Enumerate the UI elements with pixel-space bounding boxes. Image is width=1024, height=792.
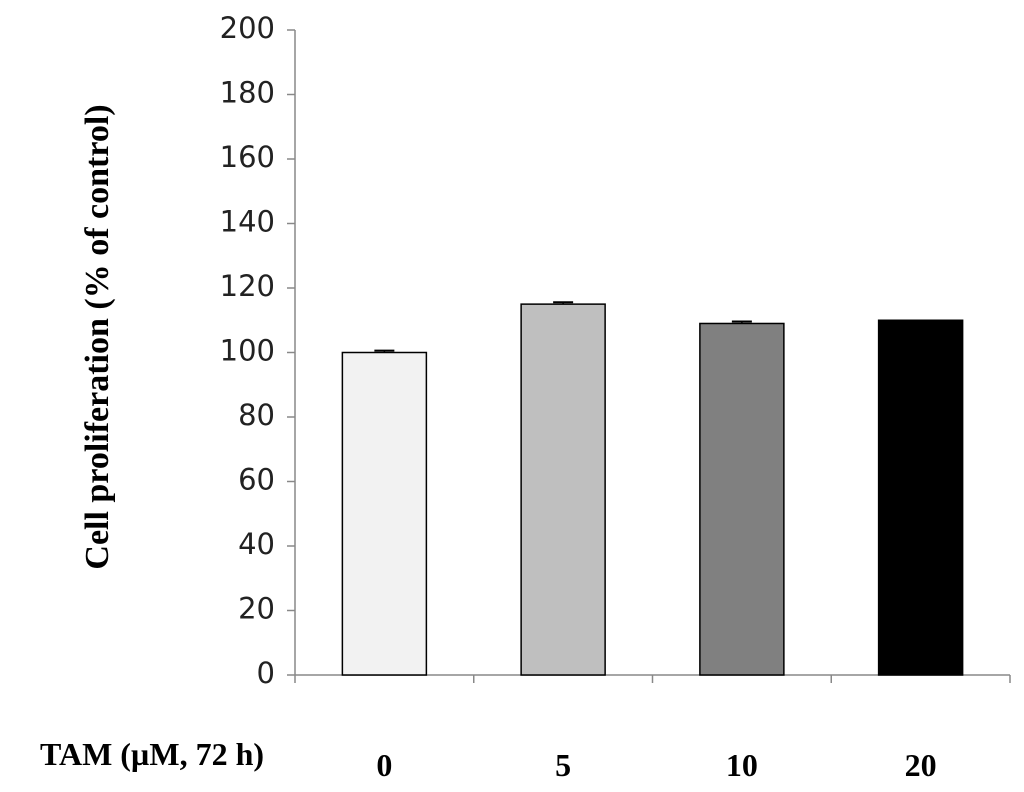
y-axis: 0 20 40 60 80 100 120 140 160 180 200 bbox=[220, 11, 296, 690]
y-tick-label: 60 bbox=[238, 463, 275, 497]
y-tick-label: 20 bbox=[238, 592, 275, 626]
x-category-label: 20 bbox=[905, 747, 937, 783]
y-tick-label: 180 bbox=[220, 76, 275, 110]
y-tick-label: 0 bbox=[257, 656, 275, 690]
y-axis-label: Cell proliferation (% of control) bbox=[79, 104, 116, 569]
x-axis-label: TAM (µM, 72 h) bbox=[40, 736, 264, 772]
y-tick-label: 80 bbox=[238, 398, 275, 432]
x-category-label: 5 bbox=[555, 747, 571, 783]
bar bbox=[520, 303, 606, 676]
bar bbox=[877, 319, 964, 676]
y-tick-label: 120 bbox=[220, 269, 275, 303]
y-tick-label: 160 bbox=[220, 140, 275, 174]
bar bbox=[699, 322, 785, 676]
y-tick-label: 140 bbox=[220, 205, 275, 239]
y-tick-label: 40 bbox=[238, 527, 275, 561]
y-tick-label: 200 bbox=[220, 11, 275, 45]
bar bbox=[341, 351, 428, 676]
x-category-label: 10 bbox=[726, 747, 758, 783]
y-tick-label: 100 bbox=[220, 334, 275, 368]
x-category-label: 0 bbox=[376, 747, 392, 783]
bars bbox=[341, 301, 964, 676]
category-labels: 0 5 10 20 bbox=[376, 747, 936, 783]
x-axis bbox=[294, 674, 1011, 683]
